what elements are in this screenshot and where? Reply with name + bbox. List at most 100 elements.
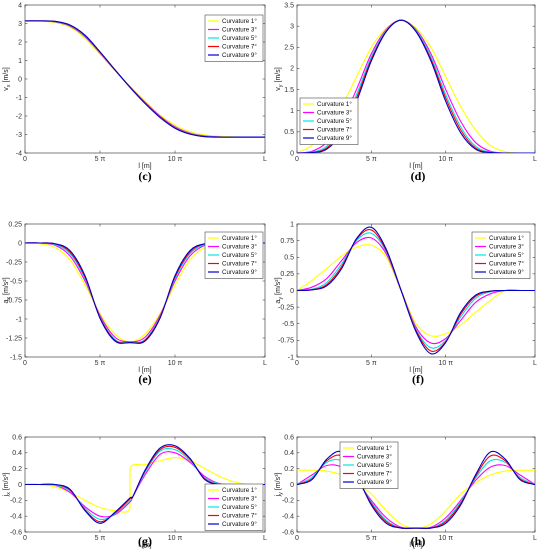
- legend-entry: Curvature 9°: [489, 269, 524, 276]
- legend-entry: Curvature 1°: [222, 235, 257, 242]
- y-tick-label: 3: [18, 21, 22, 28]
- y-tick-label: -0.75: [6, 297, 22, 304]
- panel-label: (f): [412, 372, 424, 386]
- legend-entry: Curvature 7°: [489, 261, 524, 268]
- y-tick-label: 0.2: [12, 466, 22, 473]
- plot-area: [296, 436, 536, 533]
- panel-d: 0 0.5 1 1.5 2 2.5 3 3.5 0 5 π 10 π Ll [m] vy [m/s] Cu…: [275, 2, 537, 183]
- legend: Curvature 1° Curvature 3°Curvature 5° Curv…: [204, 231, 264, 279]
- y-tick-label: 0: [18, 240, 22, 247]
- legend: Curvature 1° Curvature 3°Curvature 5° Curv…: [299, 97, 359, 145]
- y-tick-label: -0.4: [10, 513, 22, 520]
- y-tick-label: -0.25: [278, 304, 294, 311]
- y-tick-label: 0.6: [12, 434, 22, 441]
- y-tick-label: -0.2: [282, 498, 294, 505]
- y-tick-label: 0.5: [284, 129, 294, 136]
- x-tick-label: L: [533, 156, 537, 163]
- y-tick-label: -3: [16, 132, 22, 139]
- x-axis-label: l [m]: [409, 542, 422, 549]
- y-tick-label: -4: [16, 150, 22, 157]
- y-tick-label: 0: [290, 288, 294, 295]
- y-tick-label: 2: [290, 66, 294, 73]
- x-axis-label: l [m]: [138, 163, 151, 170]
- x-tick-label: 5 π: [95, 535, 106, 542]
- legend-entry: Curvature 7°: [317, 127, 352, 134]
- legend-entry: Curvature 9°: [222, 269, 257, 276]
- y-tick-label: 3: [290, 23, 294, 30]
- y-tick-label: 0.25: [8, 221, 22, 228]
- x-tick-label: 0: [23, 156, 27, 163]
- legend-entry: Curvature 5°: [222, 35, 257, 42]
- panel-label: (e): [138, 372, 151, 386]
- x-axis-label: l [m]: [138, 367, 151, 374]
- x-tick-label: L: [263, 156, 267, 163]
- legend-entry: Curvature 9°: [357, 479, 392, 486]
- panel-label: (d): [411, 169, 426, 183]
- y-tick-label: 0.4: [12, 450, 22, 457]
- x-tick-label: 10 π: [438, 360, 453, 367]
- x-tick-label: L: [263, 535, 267, 542]
- series-line-curvature-9: [25, 20, 265, 138]
- y-tick-label: 2: [18, 39, 22, 46]
- y-axis-label: jx [m/s³]: [3, 473, 12, 498]
- y-tick-label: 0.25: [280, 271, 294, 278]
- panel-label: (c): [138, 169, 151, 183]
- y-tick-label: -2: [16, 113, 22, 120]
- y-tick-label: -1.25: [6, 335, 22, 342]
- y-tick-label: -0.5: [282, 321, 294, 328]
- panel-label: (h): [411, 534, 426, 548]
- legend: Curvature 1° Curvature 3°Curvature 5° Curv…: [339, 441, 399, 489]
- y-axis-label: jy [m/s³]: [275, 473, 284, 498]
- x-tick-label: 5 π: [366, 156, 377, 163]
- legend-entry: Curvature 5°: [317, 118, 352, 125]
- series-line-curvature-3: [297, 236, 535, 345]
- legend-entry: Curvature 1°: [317, 101, 352, 108]
- legend-entry: Curvature 3°: [357, 454, 392, 461]
- x-tick-label: 0: [295, 360, 299, 367]
- y-axis-label: ay [m/s²]: [275, 277, 284, 303]
- legend-entry: Curvature 3°: [222, 27, 257, 34]
- legend: Curvature 1° Curvature 3°Curvature 5° Curv…: [204, 483, 264, 531]
- y-tick-label: 0: [18, 482, 22, 489]
- y-tick-label: 0.6: [284, 434, 294, 441]
- legend-entry: Curvature 7°: [222, 261, 257, 268]
- series-line-curvature-1: [25, 457, 265, 513]
- panel-c: -4 -3 -2 -1 0 1 2 3 4 0 5 π 10 π Ll [m] vx [m/s] Curva…: [3, 2, 267, 183]
- y-axis-label: vy [m/s]: [275, 67, 284, 90]
- x-tick-label: 10 π: [168, 535, 183, 542]
- y-axis-label: ax [m/s²]: [3, 277, 12, 303]
- y-tick-label: 1.5: [284, 87, 294, 94]
- y-tick-label: -1.5: [10, 354, 22, 361]
- y-tick-label: 2.5: [284, 45, 294, 52]
- legend-entry: Curvature 7°: [222, 44, 257, 51]
- y-tick-label: 1: [290, 108, 294, 115]
- x-tick-label: L: [263, 360, 267, 367]
- y-tick-label: 0: [290, 150, 294, 157]
- y-tick-label: -0.4: [282, 513, 294, 520]
- legend-entry: Curvature 7°: [357, 471, 392, 478]
- x-tick-label: 10 π: [438, 156, 453, 163]
- panel-g: -0.6 -0.4 -0.2 0 0.2 0.4 0.6 0 5 π 10 π Ll [m] jx […: [3, 434, 267, 549]
- x-axis-label: l [m]: [138, 542, 151, 549]
- y-tick-label: 0: [18, 76, 22, 83]
- y-tick-label: -1: [16, 95, 22, 102]
- x-tick-label: L: [533, 535, 537, 542]
- legend-entry: Curvature 9°: [317, 135, 352, 142]
- legend-entry: Curvature 9°: [222, 52, 257, 59]
- legend-entry: Curvature 9°: [222, 521, 257, 528]
- x-tick-label: 5 π: [366, 535, 377, 542]
- legend-entry: Curvature 1°: [222, 487, 257, 494]
- x-axis-label: l [m]: [409, 367, 422, 374]
- legend-entry: Curvature 1°: [489, 235, 524, 242]
- panel-f: -1 -0.75 -0.5 -0.25 0 0.25 0.5 0.75 1 0 5 π 10 π Ll …: [275, 221, 537, 386]
- x-tick-label: 5 π: [95, 360, 106, 367]
- y-tick-label: -0.6: [282, 529, 294, 536]
- y-tick-label: -0.75: [278, 338, 294, 345]
- y-tick-label: -0.25: [6, 259, 22, 266]
- y-tick-label: -0.5: [10, 278, 22, 285]
- y-tick-label: 3.5: [284, 2, 294, 9]
- legend-entry: Curvature 5°: [357, 462, 392, 469]
- y-tick-label: -0.2: [10, 498, 22, 505]
- x-tick-label: L: [533, 360, 537, 367]
